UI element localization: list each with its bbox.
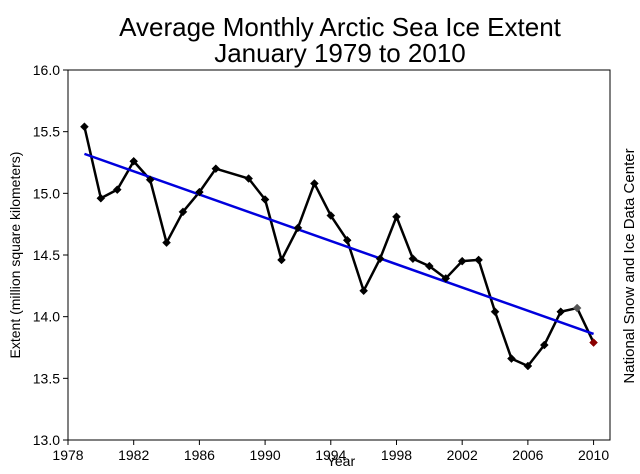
x-tick-label: 1978 bbox=[52, 447, 83, 463]
data-point-1987 bbox=[211, 164, 221, 174]
data-point-2008 bbox=[556, 307, 566, 317]
data-point-1996 bbox=[359, 286, 368, 296]
x-tick-label: 1998 bbox=[381, 447, 412, 463]
data-point-2000 bbox=[424, 261, 434, 271]
x-tick-label: 2006 bbox=[512, 447, 543, 463]
x-axis: 1978 1982 1986 1990 1994 1998 2002 2006 2010 bbox=[52, 440, 609, 463]
y-tick-label: 13.5 bbox=[33, 370, 60, 386]
data-point-2002 bbox=[457, 256, 467, 266]
data-point-1982 bbox=[129, 156, 139, 166]
y-axis-label: Extent (million square kilometers) bbox=[7, 152, 23, 359]
data-point-1983 bbox=[145, 175, 155, 185]
data-point-1999 bbox=[408, 254, 418, 264]
trend-line bbox=[84, 152, 594, 336]
data-point-2001 bbox=[441, 274, 451, 283]
series-layer bbox=[80, 122, 598, 371]
y-tick-label: 16.0 bbox=[33, 62, 60, 78]
data-point-1981 bbox=[112, 185, 122, 194]
x-tick-label: 1994 bbox=[315, 447, 346, 463]
data-point-1980 bbox=[96, 193, 106, 203]
x-tick-label: 2002 bbox=[447, 447, 478, 463]
data-point-1993 bbox=[310, 179, 319, 188]
y-axis: 13.0 13.5 14.0 14.5 15.0 15.5 16.0 bbox=[33, 62, 68, 448]
data-point-1986 bbox=[195, 187, 204, 197]
data-point-1997 bbox=[375, 254, 385, 264]
credit-label: National Snow and Ice Data Center bbox=[621, 148, 638, 383]
data-point-1990 bbox=[260, 195, 270, 204]
extent-series-line bbox=[83, 126, 595, 368]
data-point-2010 bbox=[589, 338, 598, 347]
data-point-1992 bbox=[293, 223, 303, 233]
data-point-2004 bbox=[490, 307, 500, 317]
data-point-1998 bbox=[392, 212, 401, 222]
data-point-1984 bbox=[162, 238, 171, 248]
data-point-2006 bbox=[523, 361, 533, 371]
data-point-1991 bbox=[277, 255, 286, 265]
x-tick-label: 2010 bbox=[578, 447, 609, 463]
data-point-1985 bbox=[178, 207, 188, 217]
x-axis-label: Year bbox=[327, 453, 356, 469]
data-point-1995 bbox=[342, 235, 352, 245]
chart-title-line-1: Average Monthly Arctic Sea Ice Extent bbox=[119, 12, 562, 42]
x-tick-label: 1986 bbox=[184, 447, 215, 463]
plot-area bbox=[67, 69, 611, 441]
y-tick-label: 14.0 bbox=[33, 309, 60, 325]
data-point-1979 bbox=[80, 122, 89, 132]
y-tick-label: 13.0 bbox=[33, 432, 60, 448]
y-tick-label: 15.0 bbox=[33, 185, 60, 201]
chart-title-line-2: January 1979 to 2010 bbox=[214, 38, 466, 68]
x-tick-label: 1990 bbox=[250, 447, 281, 463]
x-tick-label: 1982 bbox=[118, 447, 149, 463]
data-point-2005 bbox=[507, 354, 516, 363]
y-tick-label: 14.5 bbox=[33, 247, 60, 263]
data-point-2009 bbox=[572, 303, 582, 313]
data-point-1994 bbox=[326, 211, 336, 220]
data-point-1989 bbox=[244, 174, 254, 183]
data-point-2003 bbox=[474, 255, 483, 265]
y-tick-label: 15.5 bbox=[33, 124, 60, 140]
data-point-2007 bbox=[539, 340, 549, 350]
